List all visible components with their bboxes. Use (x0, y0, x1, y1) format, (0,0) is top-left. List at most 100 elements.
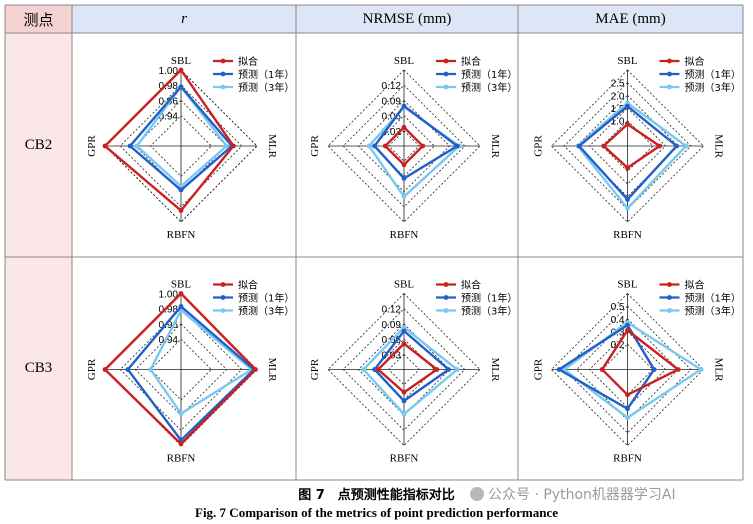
axis-label-sbl: SBL (617, 279, 637, 291)
series-point-0 (601, 143, 607, 149)
series-point-0 (657, 143, 663, 149)
series-point-2 (366, 143, 372, 149)
tick-label: 0.96 (159, 320, 179, 331)
axis-label-sbl: SBL (394, 55, 414, 67)
legend-label-2: 预测（3年） (461, 81, 517, 94)
series-point-0 (675, 367, 681, 372)
legend-marker-0 (667, 282, 672, 287)
column-header-r: r (181, 10, 187, 27)
tick-label: 0.12 (382, 305, 402, 316)
series-point-1 (401, 398, 407, 404)
axis-label-rbfn: RBFN (167, 229, 196, 241)
tick-label: 0.06 (382, 112, 402, 123)
series-point-1 (372, 367, 378, 372)
series-line-1 (556, 323, 656, 411)
axis-label-rbfn: RBFN (167, 453, 196, 465)
tick-label: 2.5 (611, 79, 625, 90)
series-point-2 (683, 143, 689, 149)
series-point-1 (372, 143, 378, 149)
series-point-0 (102, 367, 108, 372)
legend-marker-2 (443, 308, 449, 313)
figure-caption-en: Fig. 7 Comparison of the metrics of poin… (195, 505, 558, 520)
series-point-0 (375, 367, 381, 372)
legend-label-2: 预测（3年） (685, 305, 741, 318)
tick-label: 0.98 (159, 81, 179, 92)
legend-label-1: 预测（1年） (685, 68, 741, 81)
legend-label-2: 预测（3年） (238, 305, 294, 318)
column-header-mae: MAE (mm) (595, 10, 666, 27)
series-point-0 (599, 367, 605, 372)
series-point-2 (178, 411, 184, 416)
series-point-1 (625, 197, 630, 202)
series-point-0 (401, 124, 407, 130)
series-point-1 (178, 304, 184, 309)
tick-label: 0.03 (382, 127, 402, 138)
axis-label-rbfn: RBFN (390, 453, 419, 465)
tick-label: 0.94 (159, 335, 179, 346)
axis-label-gpr: GPR (533, 135, 545, 157)
tick-label: 1.00 (159, 66, 179, 77)
series-point-2 (401, 411, 407, 417)
corner-bg (5, 5, 72, 33)
legend-marker-0 (220, 282, 226, 287)
legend-marker-1 (443, 71, 449, 77)
row-label-cb2: CB2 (24, 136, 53, 153)
legend-label-2: 预测（3年） (685, 81, 741, 94)
axis-label-mlr: MLR (266, 134, 278, 159)
wechat-icon (470, 487, 484, 501)
radar-ring (342, 308, 466, 431)
series-point-2 (401, 194, 407, 200)
axis-label-rbfn: RBFN (390, 229, 419, 241)
figure-caption-cn: 图 7 点预测性能指标对比 (298, 488, 455, 503)
tick-label: 0.12 (382, 81, 402, 92)
series-point-0 (625, 165, 630, 171)
legend-marker-0 (667, 58, 672, 64)
series-point-0 (382, 143, 388, 149)
series-point-1 (556, 367, 562, 372)
series-point-2 (224, 143, 230, 149)
series-point-1 (127, 143, 133, 149)
legend-label-1: 预测（1年） (238, 68, 294, 81)
series-point-1 (178, 187, 184, 193)
axis-label-mlr: MLR (266, 358, 278, 383)
series-point-0 (625, 392, 630, 398)
legend-label-0: 拟合 (685, 279, 705, 292)
legend-marker-1 (667, 295, 672, 300)
tick-label: 0.3 (611, 328, 625, 339)
legend-marker-0 (443, 58, 449, 64)
series-point-0 (102, 143, 108, 149)
legend-label-1: 预测（1年） (685, 292, 741, 305)
tick-label: 1.5 (611, 104, 625, 115)
row-label-cb3: CB3 (24, 360, 53, 376)
legend-marker-1 (220, 295, 226, 300)
legend-marker-1 (443, 295, 449, 300)
tick-label: 0.09 (382, 320, 402, 331)
legend-marker-1 (667, 71, 672, 77)
axis-label-gpr: GPR (86, 135, 98, 157)
series-point-2 (625, 415, 630, 421)
series-point-2 (361, 367, 366, 372)
series-point-0 (401, 341, 407, 347)
legend-label-1: 预测（1年） (238, 292, 294, 305)
series-point-1 (651, 367, 657, 372)
tick-label: 1.00 (159, 290, 179, 301)
series-point-2 (134, 143, 140, 149)
legend-label-0: 拟合 (461, 55, 481, 68)
series-point-1 (674, 143, 680, 149)
radar-ring (119, 84, 243, 208)
column-header-nrmse: NRMSE (mm) (362, 10, 452, 27)
axis-label-gpr: GPR (309, 358, 321, 380)
legend-marker-2 (220, 84, 226, 90)
series-point-2 (698, 367, 704, 372)
tick-label: 0.09 (382, 96, 402, 107)
series-point-0 (434, 367, 440, 372)
tick-label: 2.0 (611, 91, 625, 102)
legend-marker-0 (443, 282, 449, 287)
axis-label-mlr: MLR (713, 134, 725, 159)
series-point-0 (625, 327, 630, 333)
series-point-1 (625, 322, 630, 328)
axis-label-mlr: MLR (489, 358, 501, 383)
